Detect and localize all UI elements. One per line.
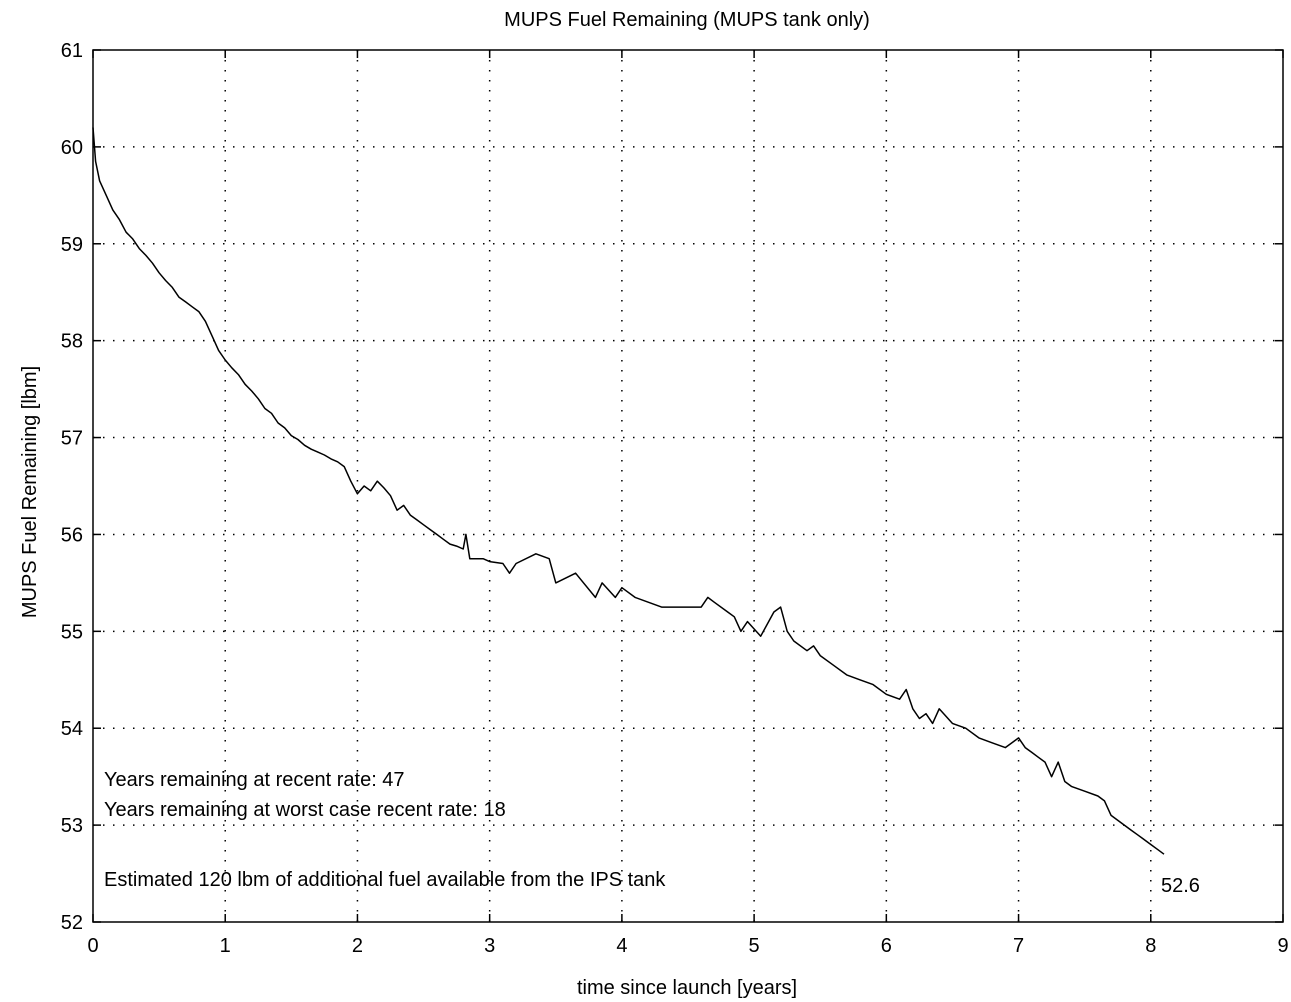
x-tick-label: 3 [484, 935, 495, 957]
annotation-recent-rate: Years remaining at recent rate: 47 [104, 769, 405, 791]
y-tick-label: 55 [61, 621, 83, 643]
x-tick-label: 0 [87, 935, 98, 957]
y-tick-label: 61 [61, 40, 83, 62]
x-tick-label: 6 [881, 935, 892, 957]
plot-frame [92, 49, 1284, 923]
y-tick-label: 54 [61, 718, 83, 740]
x-tick-label: 1 [220, 935, 231, 957]
y-tick-label: 56 [61, 524, 83, 546]
annotation-worst-case-rate: Years remaining at worst case recent rat… [104, 799, 506, 821]
y-tick-label: 52 [61, 912, 83, 934]
y-tick-label: 57 [61, 428, 83, 450]
x-tick-label: 7 [1013, 935, 1024, 957]
x-tick-label: 5 [749, 935, 760, 957]
end-value-label: 52.6 [1161, 875, 1200, 897]
y-axis-label: MUPS Fuel Remaining [lbm] [19, 366, 41, 618]
x-tick-labels: 0 1 2 3 4 5 6 7 8 9 [87, 935, 1288, 957]
y-tick-label: 58 [61, 331, 83, 353]
annotation-ips-tank: Estimated 120 lbm of additional fuel ava… [104, 869, 666, 891]
x-tick-label: 8 [1145, 935, 1156, 957]
x-axis-label: time since launch [years] [577, 977, 797, 999]
fuel-remaining-line [92, 127, 1165, 855]
ticks [92, 49, 1284, 923]
series-layer [92, 127, 1165, 855]
x-tick-label: 9 [1277, 935, 1288, 957]
x-tick-label: 4 [616, 935, 627, 957]
y-tick-label: 59 [61, 234, 83, 256]
y-tick-labels: 52 53 54 55 56 57 58 59 60 61 [61, 40, 83, 934]
y-tick-label: 60 [61, 137, 83, 159]
chart-title: MUPS Fuel Remaining (MUPS tank only) [504, 9, 870, 31]
y-tick-label: 53 [61, 815, 83, 837]
x-tick-label: 2 [352, 935, 363, 957]
